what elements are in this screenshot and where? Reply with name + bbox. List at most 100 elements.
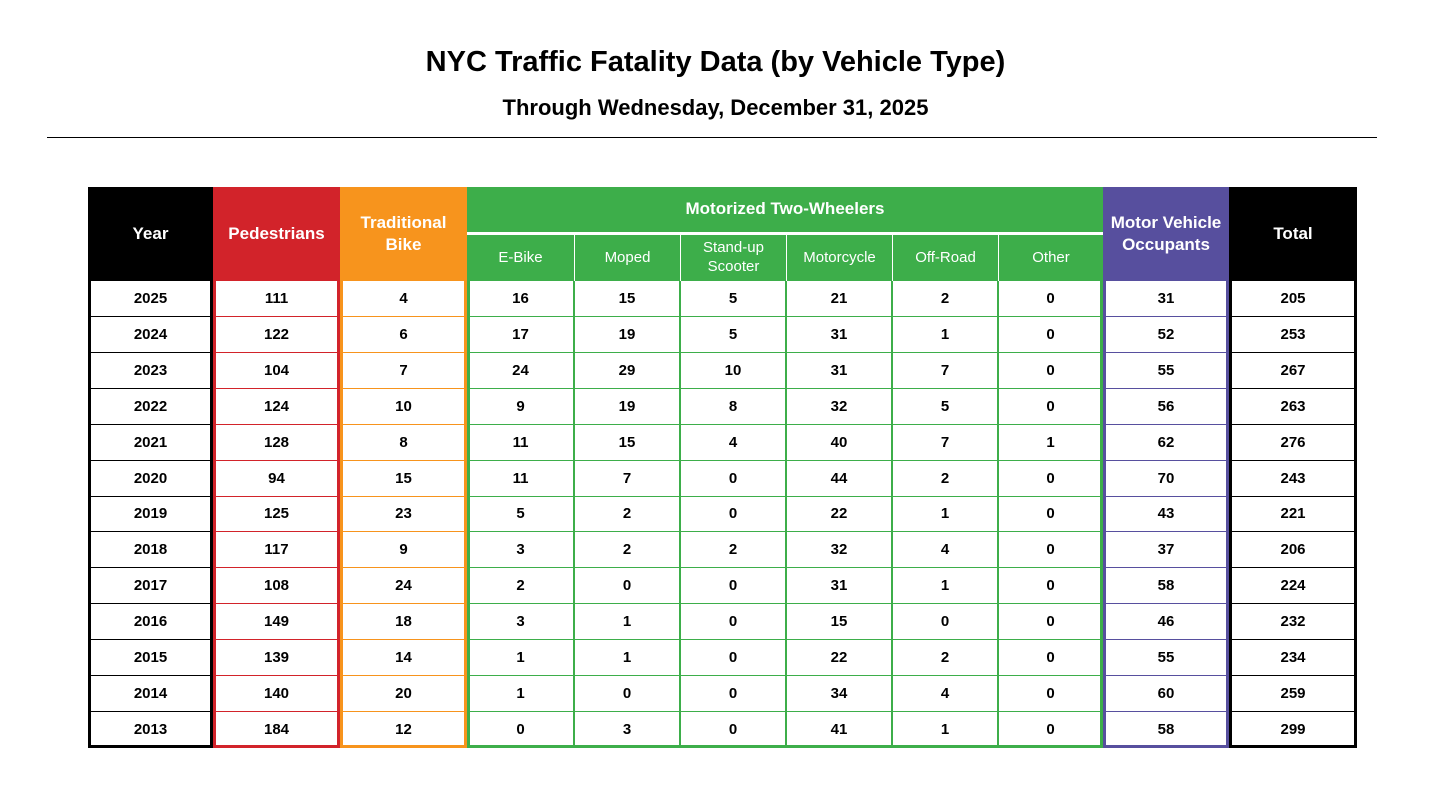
- table-cell: 4: [892, 532, 998, 569]
- table-cell: 221: [1229, 496, 1357, 533]
- table-cell: 267: [1229, 352, 1357, 389]
- table-cell: 34: [786, 676, 892, 713]
- group-header: Motorized Two-Wheelers: [467, 187, 1103, 232]
- table-cell: 31: [786, 352, 892, 389]
- table-cell: 31: [786, 316, 892, 353]
- column-header: Other: [998, 235, 1103, 281]
- table-cell: 2022: [88, 388, 213, 425]
- table-cell: 3: [467, 532, 574, 569]
- table-cell: 1: [892, 496, 998, 533]
- table-cell: 2013: [88, 712, 213, 748]
- column-header: Moped: [574, 235, 680, 281]
- table-cell: 206: [1229, 532, 1357, 569]
- column-header: Pedestrians: [213, 187, 340, 281]
- table-cell: 2: [892, 640, 998, 677]
- column-header: Motorcycle: [786, 235, 892, 281]
- table-cell: 24: [340, 568, 467, 605]
- table-cell: 0: [680, 712, 786, 748]
- table-cell: 9: [467, 388, 574, 425]
- table-cell: 32: [786, 388, 892, 425]
- table-cell: 4: [680, 424, 786, 461]
- table-cell: 2014: [88, 676, 213, 713]
- table-cell: 125: [213, 496, 340, 533]
- table-cell: 5: [892, 388, 998, 425]
- table-cell: 0: [574, 568, 680, 605]
- table-cell: 104: [213, 352, 340, 389]
- table-cell: 2: [574, 496, 680, 533]
- table-cell: 4: [340, 281, 467, 317]
- table-cell: 0: [680, 568, 786, 605]
- table-cell: 2021: [88, 424, 213, 461]
- table-cell: 2: [680, 532, 786, 569]
- table-cell: 276: [1229, 424, 1357, 461]
- table-cell: 124: [213, 388, 340, 425]
- table-cell: 2017: [88, 568, 213, 605]
- table-cell: 4: [892, 676, 998, 713]
- table-cell: 0: [998, 388, 1103, 425]
- table-cell: 224: [1229, 568, 1357, 605]
- table-cell: 149: [213, 604, 340, 641]
- table-cell: 5: [467, 496, 574, 533]
- table-cell: 0: [998, 460, 1103, 497]
- table-cell: 41: [786, 712, 892, 748]
- subtitle: Through Wednesday, December 31, 2025: [502, 95, 929, 120]
- table-cell: 10: [340, 388, 467, 425]
- table-cell: 108: [213, 568, 340, 605]
- table-cell: 0: [680, 604, 786, 641]
- table-cell: 62: [1103, 424, 1229, 461]
- table-cell: 2024: [88, 316, 213, 353]
- table-cell: 1: [892, 316, 998, 353]
- table-cell: 31: [1103, 281, 1229, 317]
- title: NYC Traffic Fatality Data (by Vehicle Ty…: [425, 46, 1006, 78]
- table-cell: 1: [574, 604, 680, 641]
- table-cell: 17: [467, 316, 574, 353]
- table-cell: 299: [1229, 712, 1357, 748]
- table-cell: 2: [892, 281, 998, 317]
- table-cell: 0: [574, 676, 680, 713]
- table-cell: 243: [1229, 460, 1357, 497]
- table-cell: 46: [1103, 604, 1229, 641]
- table-cell: 19: [574, 388, 680, 425]
- table-cell: 0: [680, 676, 786, 713]
- column-header: Total: [1229, 187, 1357, 281]
- table-cell: 32: [786, 532, 892, 569]
- table-cell: 94: [213, 460, 340, 497]
- table-cell: 18: [340, 604, 467, 641]
- column-header: Traditional Bike: [340, 187, 467, 281]
- column-header: E-Bike: [467, 235, 574, 281]
- table-cell: 21: [786, 281, 892, 317]
- table-cell: 1: [467, 676, 574, 713]
- table-cell: 3: [467, 604, 574, 641]
- table-cell: 184: [213, 712, 340, 748]
- table-cell: 140: [213, 676, 340, 713]
- table-cell: 8: [680, 388, 786, 425]
- table-cell: 2016: [88, 604, 213, 641]
- table-cell: 0: [998, 712, 1103, 748]
- table-cell: 1: [998, 424, 1103, 461]
- table-cell: 0: [998, 568, 1103, 605]
- table-cell: 0: [998, 316, 1103, 353]
- table-cell: 139: [213, 640, 340, 677]
- table-cell: 2023: [88, 352, 213, 389]
- table-cell: 19: [574, 316, 680, 353]
- table-cell: 11: [467, 460, 574, 497]
- table-cell: 23: [340, 496, 467, 533]
- table-cell: 0: [998, 604, 1103, 641]
- table-cell: 7: [892, 352, 998, 389]
- table-cell: 205: [1229, 281, 1357, 317]
- table-cell: 253: [1229, 316, 1357, 353]
- table-cell: 15: [574, 281, 680, 317]
- table-cell: 40: [786, 424, 892, 461]
- table-cell: 0: [467, 712, 574, 748]
- table-cell: 0: [998, 640, 1103, 677]
- table-cell: 6: [340, 316, 467, 353]
- table-cell: 0: [998, 676, 1103, 713]
- table-cell: 0: [998, 352, 1103, 389]
- table-cell: 1: [574, 640, 680, 677]
- table-cell: 9: [340, 532, 467, 569]
- table-cell: 111: [213, 281, 340, 317]
- table-cell: 7: [892, 424, 998, 461]
- table-cell: 43: [1103, 496, 1229, 533]
- column-header: Year: [88, 187, 213, 281]
